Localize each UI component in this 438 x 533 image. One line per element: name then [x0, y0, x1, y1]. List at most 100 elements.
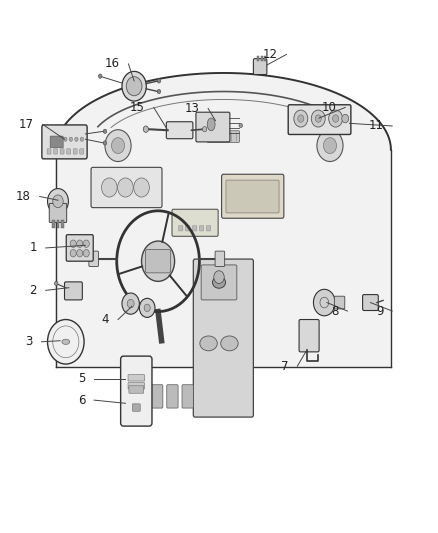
Circle shape	[202, 126, 207, 132]
Circle shape	[311, 110, 325, 127]
FancyBboxPatch shape	[145, 249, 171, 273]
Circle shape	[83, 240, 89, 247]
FancyBboxPatch shape	[185, 225, 190, 231]
FancyBboxPatch shape	[166, 122, 193, 139]
FancyBboxPatch shape	[261, 56, 262, 61]
Circle shape	[47, 319, 84, 364]
FancyBboxPatch shape	[67, 149, 71, 154]
Text: 4: 4	[102, 313, 110, 326]
Circle shape	[77, 249, 83, 257]
Circle shape	[314, 289, 335, 316]
Circle shape	[139, 298, 155, 317]
FancyBboxPatch shape	[50, 136, 63, 148]
Circle shape	[102, 178, 117, 197]
Circle shape	[64, 137, 67, 141]
FancyBboxPatch shape	[128, 383, 145, 389]
FancyBboxPatch shape	[128, 375, 145, 381]
Circle shape	[54, 281, 58, 286]
FancyBboxPatch shape	[207, 131, 240, 142]
Circle shape	[294, 110, 308, 127]
FancyBboxPatch shape	[172, 209, 218, 236]
Ellipse shape	[62, 339, 70, 344]
Circle shape	[144, 304, 150, 312]
Circle shape	[53, 195, 63, 208]
FancyBboxPatch shape	[253, 59, 267, 75]
Circle shape	[103, 129, 107, 133]
Text: 13: 13	[184, 102, 199, 115]
Polygon shape	[56, 73, 391, 367]
Circle shape	[103, 141, 107, 145]
FancyBboxPatch shape	[73, 149, 77, 154]
Circle shape	[315, 115, 321, 122]
Text: 15: 15	[130, 101, 145, 114]
Circle shape	[214, 271, 224, 284]
FancyBboxPatch shape	[89, 251, 99, 266]
Text: 7: 7	[281, 360, 289, 373]
Ellipse shape	[207, 118, 215, 131]
Circle shape	[127, 300, 134, 308]
FancyBboxPatch shape	[57, 220, 59, 228]
FancyBboxPatch shape	[192, 225, 197, 231]
FancyBboxPatch shape	[132, 404, 140, 411]
Text: 18: 18	[16, 190, 31, 203]
FancyBboxPatch shape	[47, 149, 51, 154]
Circle shape	[157, 90, 161, 94]
Circle shape	[80, 137, 84, 141]
Text: 16: 16	[105, 58, 120, 70]
Circle shape	[141, 241, 175, 281]
Circle shape	[47, 189, 68, 214]
FancyBboxPatch shape	[179, 225, 183, 231]
FancyBboxPatch shape	[52, 220, 55, 228]
FancyBboxPatch shape	[299, 319, 319, 352]
FancyBboxPatch shape	[363, 295, 378, 311]
Text: 11: 11	[368, 119, 384, 133]
Text: 12: 12	[263, 48, 278, 61]
FancyBboxPatch shape	[61, 220, 64, 228]
Circle shape	[105, 130, 131, 161]
Circle shape	[70, 240, 76, 247]
Text: 9: 9	[376, 304, 384, 318]
Circle shape	[83, 249, 89, 257]
Circle shape	[69, 137, 73, 141]
FancyBboxPatch shape	[80, 149, 84, 154]
Text: 8: 8	[331, 304, 339, 318]
Text: 5: 5	[78, 373, 85, 385]
Text: 10: 10	[321, 101, 336, 114]
FancyBboxPatch shape	[264, 56, 266, 61]
FancyBboxPatch shape	[53, 149, 57, 154]
Text: 17: 17	[19, 118, 34, 131]
Circle shape	[328, 110, 343, 127]
FancyBboxPatch shape	[66, 235, 93, 261]
Text: 1: 1	[30, 241, 37, 254]
FancyBboxPatch shape	[129, 386, 144, 393]
FancyBboxPatch shape	[167, 385, 178, 408]
FancyBboxPatch shape	[199, 225, 204, 231]
Circle shape	[323, 138, 336, 154]
FancyBboxPatch shape	[334, 296, 345, 309]
Circle shape	[117, 178, 133, 197]
Circle shape	[157, 79, 161, 83]
Text: 3: 3	[25, 335, 33, 348]
FancyBboxPatch shape	[152, 385, 163, 408]
FancyBboxPatch shape	[288, 105, 351, 134]
Circle shape	[99, 74, 102, 78]
Circle shape	[126, 77, 142, 96]
FancyBboxPatch shape	[215, 251, 225, 266]
FancyBboxPatch shape	[206, 225, 211, 231]
FancyBboxPatch shape	[201, 265, 237, 300]
Circle shape	[77, 240, 83, 247]
Circle shape	[74, 137, 78, 141]
FancyBboxPatch shape	[182, 385, 193, 408]
Circle shape	[239, 123, 243, 127]
FancyBboxPatch shape	[257, 56, 259, 61]
FancyBboxPatch shape	[193, 259, 253, 417]
Circle shape	[122, 293, 139, 314]
FancyBboxPatch shape	[60, 149, 64, 154]
FancyBboxPatch shape	[222, 174, 284, 218]
Circle shape	[112, 138, 124, 154]
Circle shape	[298, 115, 304, 122]
FancyBboxPatch shape	[49, 204, 67, 222]
FancyBboxPatch shape	[196, 112, 230, 142]
Ellipse shape	[212, 277, 226, 288]
FancyBboxPatch shape	[91, 167, 162, 208]
